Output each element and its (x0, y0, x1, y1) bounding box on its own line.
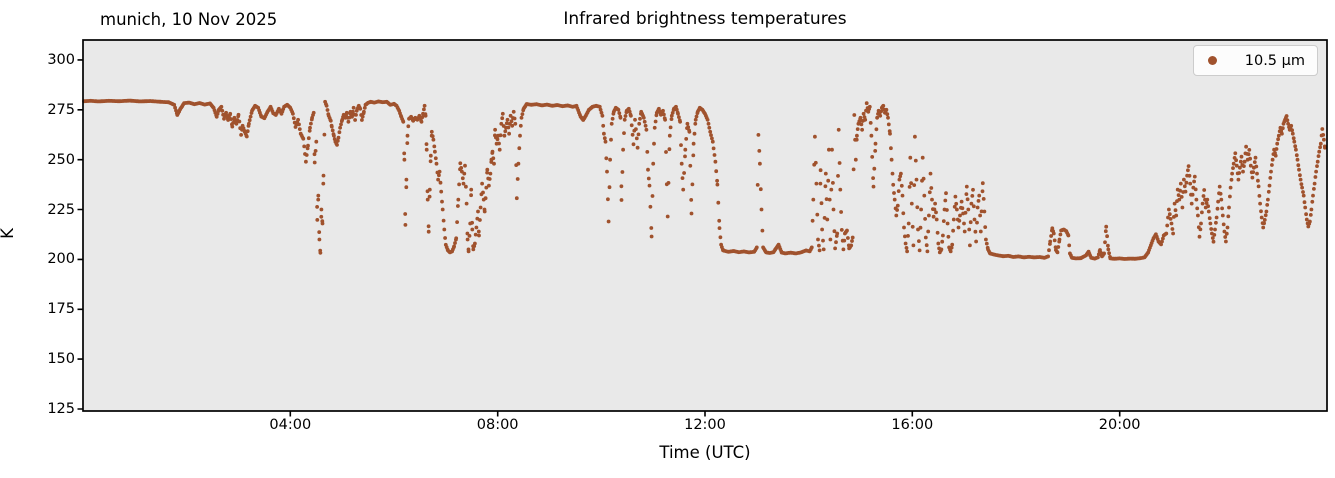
y-tick-label: 250 (47, 151, 75, 168)
y-tick-label: 200 (47, 251, 75, 268)
x-tick-label: 12:00 (684, 417, 726, 433)
x-tick-label: 08:00 (476, 417, 519, 433)
x-axis-label: Time (UTC) (659, 443, 751, 462)
x-tick-label: 04:00 (269, 417, 312, 433)
x-tick-label: 20:00 (1098, 417, 1141, 433)
x-tick-label: 16:00 (891, 417, 934, 433)
y-tick-label: 300 (47, 51, 75, 68)
plot-border (82, 39, 1328, 412)
plot-background (83, 40, 1327, 411)
y-tick-label: 225 (47, 201, 75, 218)
chart-title: Infrared brightness temperatures (563, 9, 847, 29)
corner-label: munich, 10 Nov 2025 (100, 10, 278, 29)
legend: 10.5 μm (1192, 45, 1318, 76)
y-tick-label: 175 (47, 301, 75, 318)
legend-marker-dot-icon (1207, 56, 1217, 65)
axis-tick-marks (77, 59, 1121, 417)
y-tick-label: 150 (47, 351, 75, 368)
y-tick-label: 125 (47, 401, 75, 417)
y-axis-label: K (0, 228, 17, 239)
legend-entry-label: 10.5 μm (1244, 52, 1305, 69)
y-tick-label: 275 (47, 101, 75, 118)
series-points-10.5um (82, 98, 1327, 261)
